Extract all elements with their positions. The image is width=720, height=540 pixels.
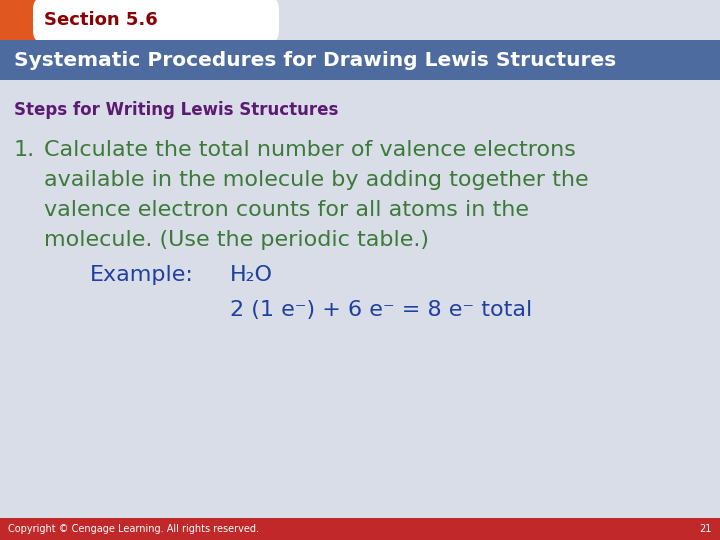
Bar: [0, 40, 720, 80]
Text: 21: 21: [700, 524, 712, 534]
Text: Copyright © Cengage Learning. All rights reserved.: Copyright © Cengage Learning. All rights…: [8, 524, 259, 534]
Text: Example:: Example:: [90, 265, 194, 285]
Text: molecule. (Use the periodic table.): molecule. (Use the periodic table.): [44, 230, 429, 250]
Text: 1.: 1.: [14, 140, 35, 160]
Text: valence electron counts for all atoms in the: valence electron counts for all atoms in…: [44, 200, 529, 220]
Text: H₂O: H₂O: [230, 265, 273, 285]
Bar: [0, 0, 36, 40]
Text: Systematic Procedures for Drawing Lewis Structures: Systematic Procedures for Drawing Lewis …: [14, 51, 616, 70]
Text: available in the molecule by adding together the: available in the molecule by adding toge…: [44, 170, 589, 190]
Bar: [0, 518, 720, 540]
Text: Steps for Writing Lewis Structures: Steps for Writing Lewis Structures: [14, 101, 338, 119]
Text: Section 5.6: Section 5.6: [44, 11, 158, 29]
FancyBboxPatch shape: [33, 0, 279, 43]
Text: 2 (1 e⁻) + 6 e⁻ = 8 e⁻ total: 2 (1 e⁻) + 6 e⁻ = 8 e⁻ total: [230, 300, 532, 320]
Text: Calculate the total number of valence electrons: Calculate the total number of valence el…: [44, 140, 576, 160]
